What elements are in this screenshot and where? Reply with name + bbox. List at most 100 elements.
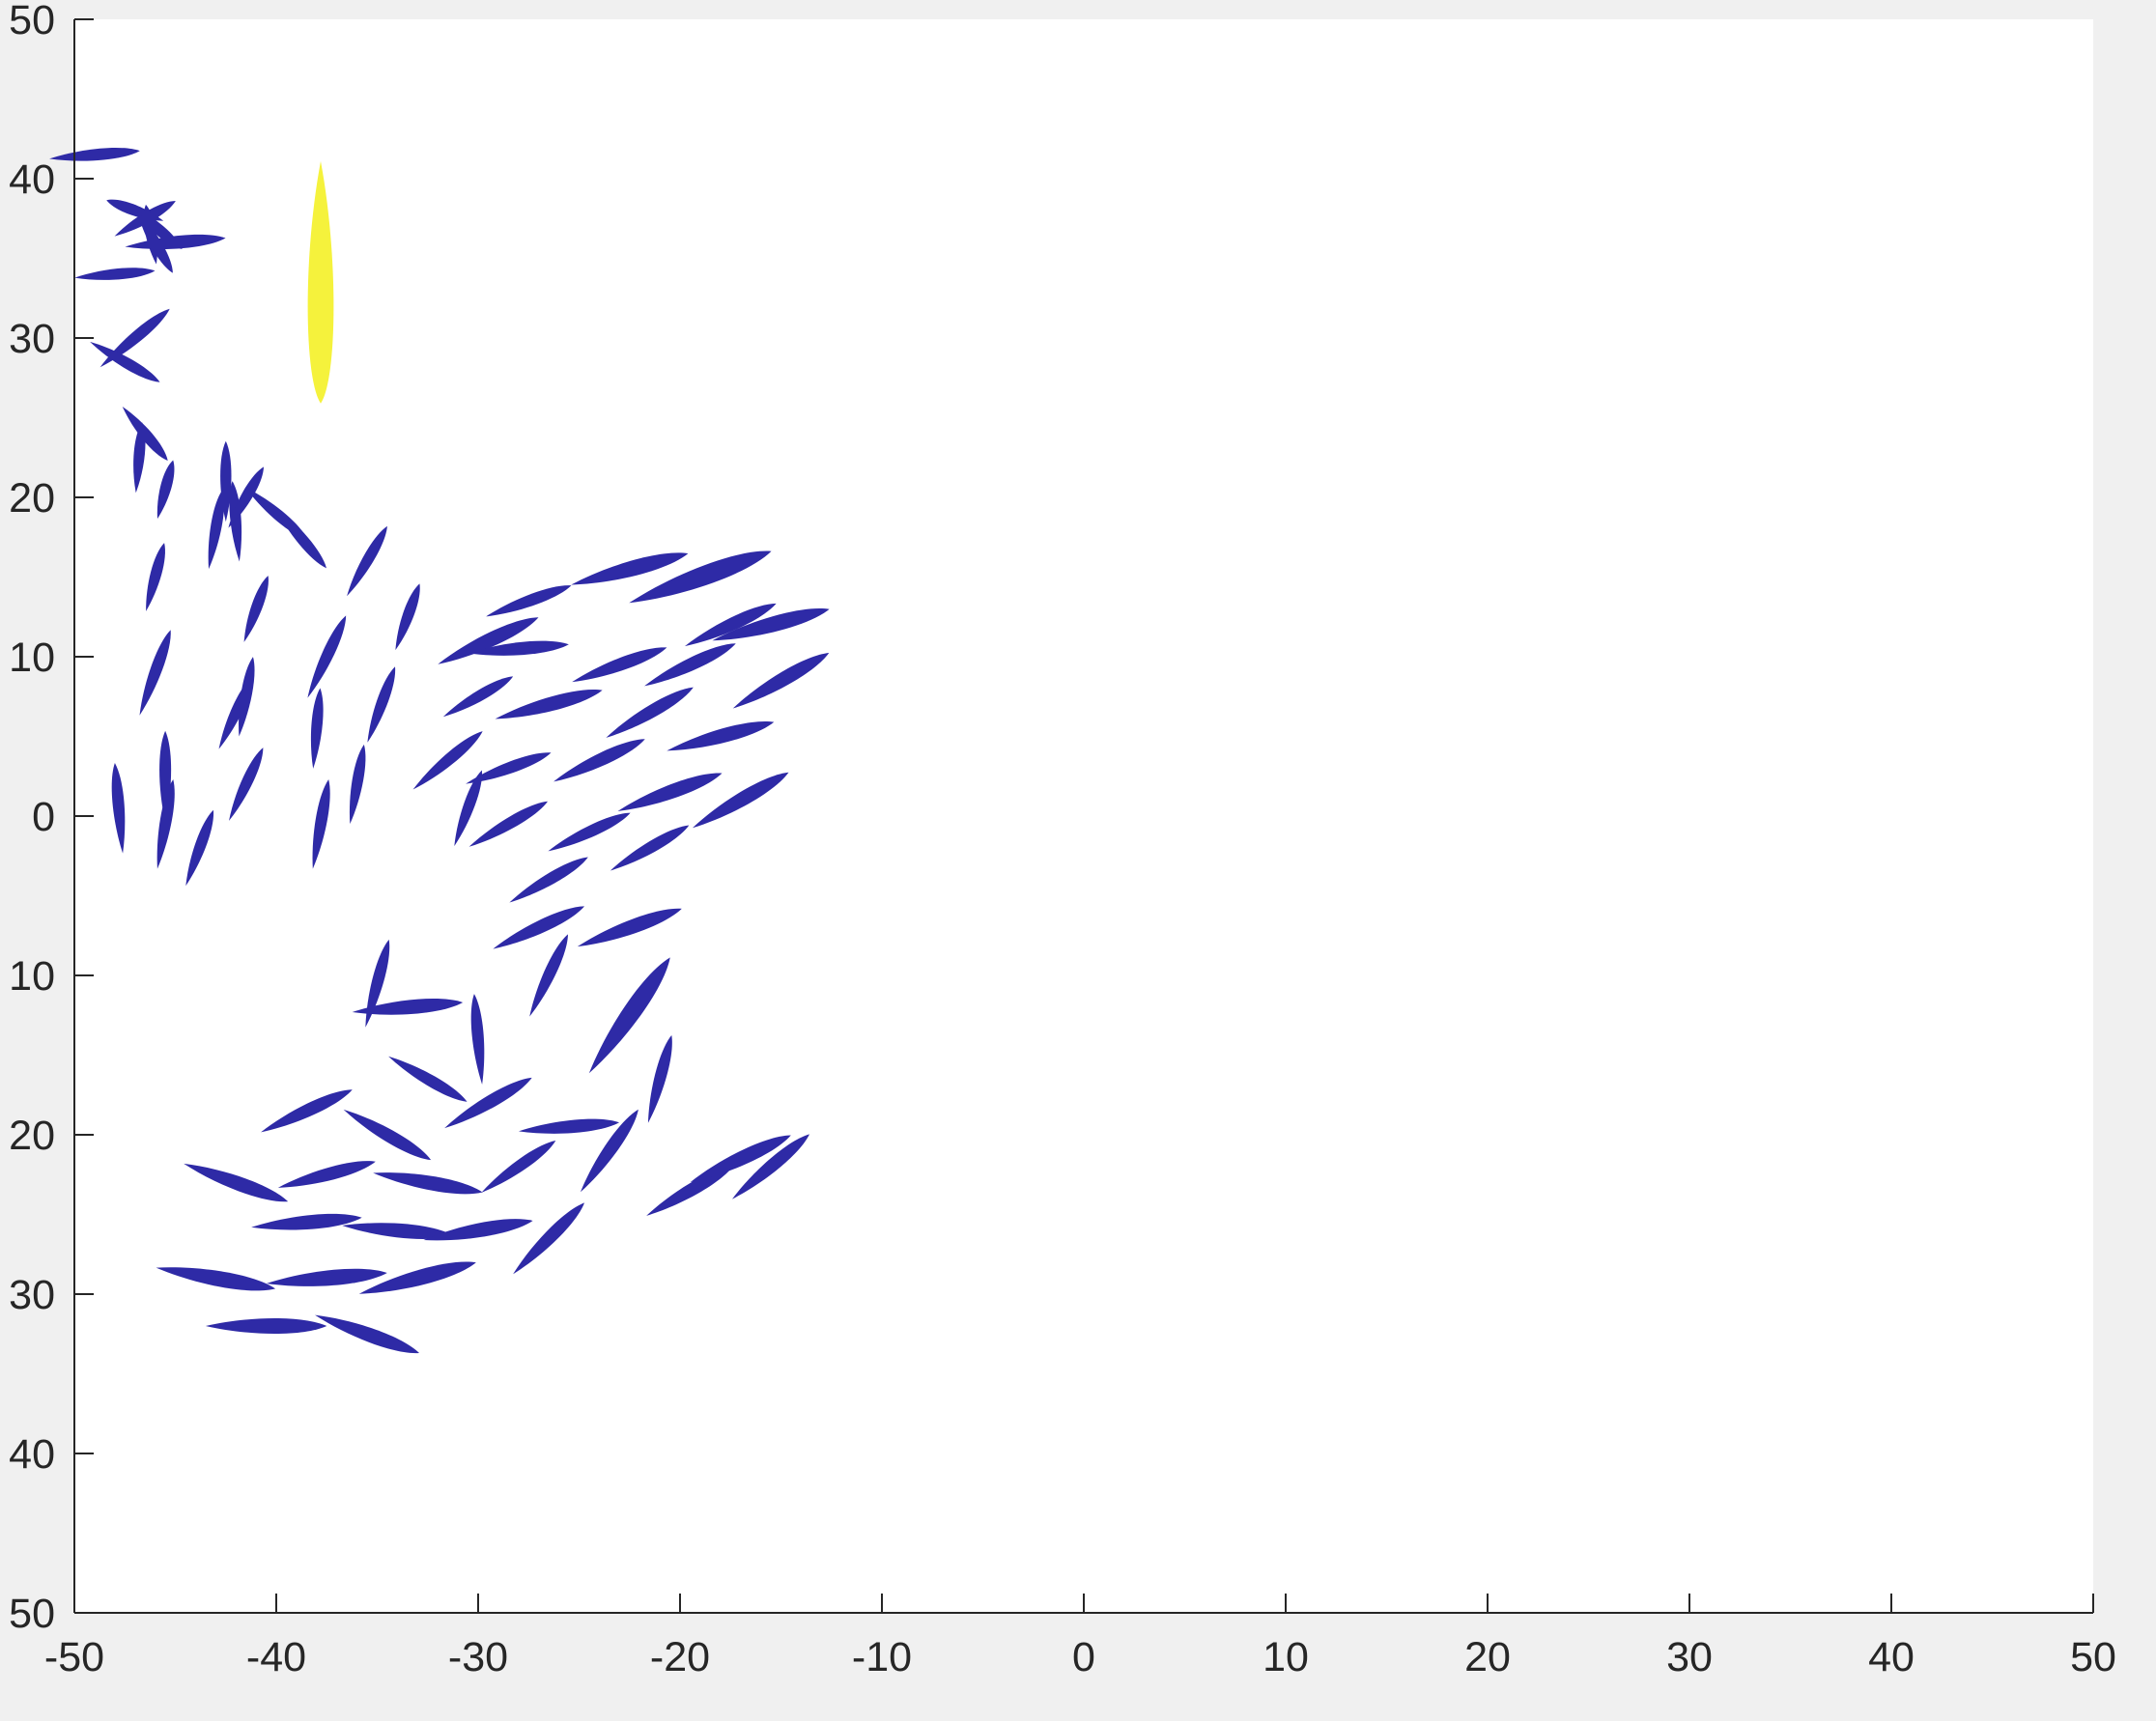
axes-background	[74, 19, 2093, 1613]
fish-marker	[342, 1223, 453, 1239]
fish-marker	[684, 603, 777, 647]
fish-marker	[571, 552, 689, 585]
fish-marker	[349, 744, 366, 825]
fish-marker	[454, 770, 482, 847]
chart-area: -50 -40 -30 -20 -10 0 10 20 30 40 50 50 40 30 20 10 0 10…	[9, 0, 2116, 1680]
fish-marker	[125, 234, 226, 249]
x-tick-label: 50	[2070, 1634, 2116, 1680]
fish-marker	[137, 212, 173, 273]
y-tick-label: 10	[9, 953, 55, 1000]
fish-marker	[367, 666, 396, 743]
fish-marker	[468, 801, 549, 847]
fish-marker	[438, 617, 539, 664]
fish-marker	[513, 1202, 585, 1275]
x-axis: -50 -40 -30 -20 -10 0 10 20 30 40 50	[44, 1594, 2116, 1680]
fish-marker	[156, 1267, 276, 1291]
predator-marker	[307, 160, 334, 404]
x-tick-label: -50	[44, 1634, 104, 1680]
fish-marker	[423, 1219, 533, 1241]
fish-marker	[395, 583, 420, 651]
fish-marker	[509, 857, 588, 903]
fish-marker	[146, 543, 165, 611]
fish-marker	[251, 1213, 362, 1230]
fish-marker	[365, 939, 390, 1028]
fish-marker	[442, 676, 514, 718]
x-tick-label: 20	[1464, 1634, 1511, 1680]
fish-marker	[239, 657, 255, 737]
fish-marker	[606, 687, 694, 738]
fish-marker	[347, 525, 387, 597]
fish-marker	[122, 406, 168, 462]
fish-marker	[690, 1135, 791, 1183]
x-tick-label: -10	[852, 1634, 912, 1680]
y-tick-label: 40	[9, 156, 55, 203]
fish-marker	[644, 643, 736, 687]
x-tick-label: -40	[246, 1634, 306, 1680]
fish-marker	[111, 762, 126, 854]
fish-marker	[352, 999, 464, 1015]
fish-marker	[156, 460, 175, 520]
y-tick-label: 20	[9, 1113, 55, 1159]
x-tick-label: 40	[1868, 1634, 1915, 1680]
fish-marker	[548, 812, 631, 852]
fish-marker	[572, 647, 667, 683]
x-tick-label: 30	[1666, 1634, 1713, 1680]
fish-marker	[667, 720, 775, 751]
fish-layer	[49, 147, 830, 1353]
fish-marker	[412, 731, 483, 790]
y-tick-label: 30	[9, 316, 55, 362]
fish-marker	[486, 585, 572, 617]
y-tick-label: 50	[9, 1591, 55, 1637]
fish-marker	[74, 268, 156, 280]
fish-marker	[90, 341, 160, 382]
fish-marker	[468, 640, 569, 656]
fish-marker	[205, 1317, 327, 1335]
fish-marker	[577, 908, 682, 947]
fish-marker	[493, 906, 585, 949]
fish-marker	[228, 466, 264, 528]
fish-marker	[518, 1118, 620, 1134]
fish-marker	[580, 1109, 638, 1193]
fish-marker	[373, 1172, 483, 1195]
fish-marker	[49, 147, 140, 161]
fish-marker	[481, 1141, 556, 1193]
fish-marker	[629, 550, 772, 604]
fish-marker	[185, 809, 213, 887]
y-axis: 50 40 30 20 10 0 10 20 30 40 50	[9, 0, 94, 1637]
fish-marker	[133, 422, 146, 494]
x-tick-label: 0	[1072, 1634, 1095, 1680]
x-tick-label: -30	[448, 1634, 508, 1680]
fish-marker	[732, 653, 830, 709]
fish-marker	[444, 1077, 532, 1129]
fish-marker	[243, 576, 269, 642]
fish-marker	[647, 1034, 672, 1123]
fish-marker	[553, 739, 645, 782]
fish-marker	[610, 825, 690, 871]
fish-marker	[712, 608, 830, 641]
fish-marker	[470, 994, 485, 1085]
fish-marker	[466, 752, 552, 784]
fish-marker	[261, 1089, 353, 1133]
y-tick-label: 30	[9, 1272, 55, 1318]
y-tick-label: 40	[9, 1431, 55, 1478]
fish-marker	[274, 506, 326, 569]
fish-marker	[692, 772, 789, 829]
fish-marker	[343, 1109, 432, 1161]
fish-marker	[156, 778, 175, 869]
x-tick-label: 10	[1262, 1634, 1309, 1680]
y-tick-label: 50	[9, 0, 55, 43]
fish-marker	[588, 957, 670, 1074]
fish-marker	[358, 1261, 476, 1294]
fish-marker	[266, 1268, 387, 1286]
y-tick-label: 0	[32, 794, 55, 840]
fish-marker	[495, 689, 603, 719]
fish-marker	[229, 748, 264, 821]
fish-marker	[184, 1163, 289, 1202]
y-tick-label: 10	[9, 635, 55, 681]
fish-marker	[529, 934, 568, 1017]
x-tick-label: -20	[650, 1634, 710, 1680]
fish-marker	[617, 773, 723, 811]
predator-layer	[307, 160, 334, 404]
fish-marker	[646, 1165, 734, 1216]
